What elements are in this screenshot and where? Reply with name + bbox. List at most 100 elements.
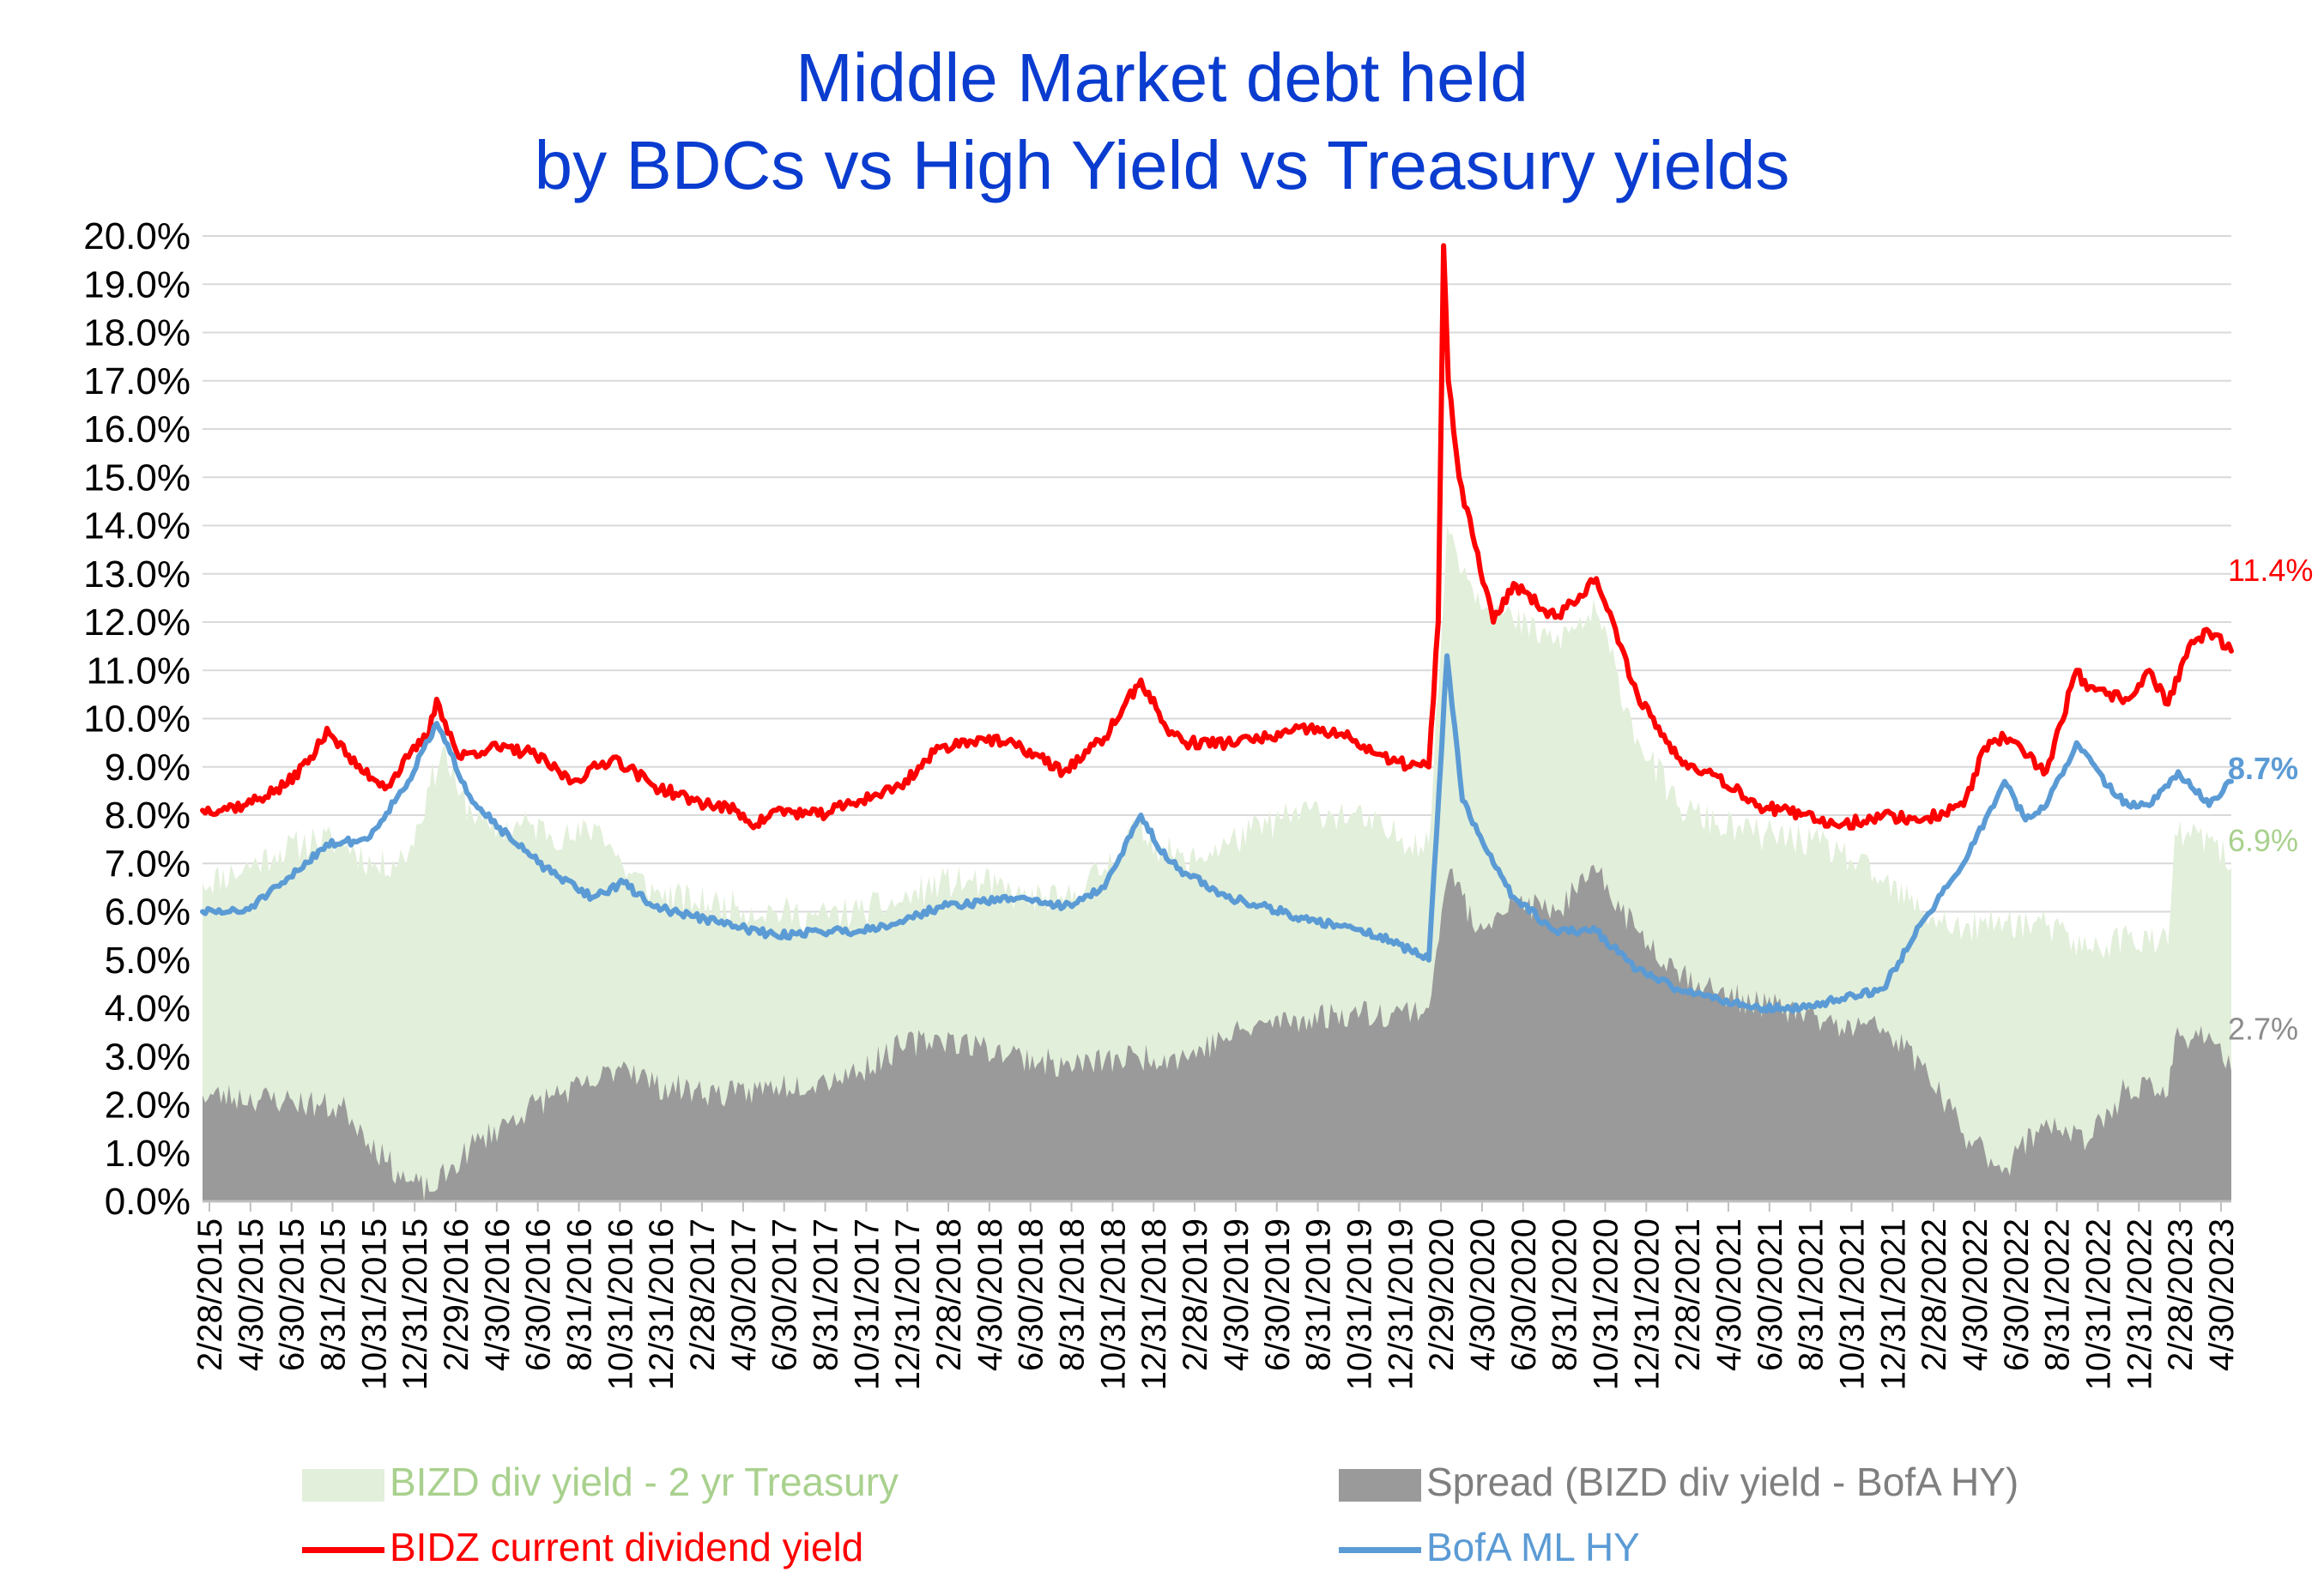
x-tick-label: 8/31/2022 (2039, 1218, 2077, 1371)
x-tick-label: 6/30/2022 (1998, 1218, 2036, 1371)
series-red-line (200, 243, 2234, 831)
axes (203, 1200, 2231, 1212)
x-tick-label: 2/28/2019 (1177, 1218, 1214, 1371)
x-tick-label: 8/31/2018 (1054, 1218, 1092, 1371)
chart-title: Middle Market debt held by BDCs vs High … (0, 34, 2324, 209)
x-tick-label: 4/30/2015 (233, 1218, 270, 1371)
legend-green-swatch (302, 1468, 384, 1502)
x-tick-label: 6/30/2015 (274, 1218, 312, 1371)
x-tick-label: 6/30/2020 (1505, 1218, 1543, 1371)
end-label-gray: 2.7% (2228, 1012, 2298, 1047)
x-tick-label: 6/30/2016 (520, 1218, 558, 1371)
x-tick-label: 2/29/2016 (438, 1218, 475, 1371)
x-tick-label: 2/29/2020 (1423, 1218, 1461, 1371)
y-tick-label: 10.0% (83, 698, 191, 741)
x-tick-label: 4/30/2017 (725, 1218, 763, 1371)
y-tick-label: 8.0% (105, 795, 191, 837)
x-tick-label: 12/31/2021 (1874, 1218, 1912, 1390)
y-tick-label: 2.0% (105, 1085, 191, 1127)
y-tick-label: 14.0% (83, 505, 191, 547)
y-tick-label: 17.0% (83, 360, 191, 402)
legend-gray-swatch (1339, 1468, 1421, 1502)
y-tick-label: 11.0% (87, 650, 191, 692)
x-tick-label: 2/28/2015 (191, 1218, 229, 1371)
y-tick-label: 13.0% (83, 553, 191, 595)
end-label-red: 11.4% (2228, 553, 2313, 588)
y-tick-label: 3.0% (105, 1036, 191, 1078)
legend-blue-line: BofA ML HY (1339, 1524, 1640, 1570)
x-tick-label: 4/30/2019 (1218, 1218, 1256, 1371)
x-tick-label: 6/30/2019 (1259, 1218, 1297, 1371)
x-tick-label: 12/31/2016 (643, 1218, 681, 1390)
x-tick-label: 10/31/2021 (1834, 1218, 1872, 1390)
x-tick-label: 12/31/2018 (1135, 1218, 1173, 1390)
x-tick-label: 2/28/2017 (684, 1218, 722, 1371)
y-tick-label: 9.0% (105, 747, 191, 789)
legend-red-label: BIDZ current dividend yield (390, 1525, 864, 1569)
line-series (200, 243, 2234, 1014)
x-tick-label: 8/31/2021 (1793, 1218, 1831, 1371)
x-tick-label: 10/31/2018 (1094, 1218, 1132, 1390)
x-tick-label: 8/31/2020 (1546, 1218, 1584, 1371)
y-tick-label: 0.0% (105, 1181, 191, 1223)
series-blue-line (200, 653, 2234, 1014)
y-tick-label: 1.0% (105, 1133, 191, 1175)
x-tick-label: 10/31/2017 (848, 1218, 886, 1390)
x-tick-label: 6/30/2021 (1752, 1218, 1789, 1371)
series-gray-area (203, 864, 2231, 1201)
x-tick-label: 12/31/2017 (889, 1218, 927, 1390)
x-tick-label: 4/30/2016 (479, 1218, 517, 1371)
x-tick-label: 2/28/2023 (2162, 1218, 2200, 1371)
y-tick-labels: 0.0% 1.0% 2.0% 3.0% 4.0% 5.0% 6.0% 7.0% 8.0% 9.0%… (83, 215, 191, 1223)
y-tick-label: 18.0% (83, 312, 191, 354)
x-tick-label: 10/31/2019 (1341, 1218, 1378, 1390)
chart-title-line-1: Middle Market debt held (796, 39, 1528, 116)
y-tick-label: 5.0% (105, 940, 191, 982)
x-tick-label: 4/30/2018 (971, 1218, 1009, 1371)
y-tick-label: 19.0% (83, 263, 191, 305)
x-tick-label: 10/31/2022 (2080, 1218, 2118, 1390)
y-tick-label: 7.0% (105, 843, 191, 885)
legend-blue-swatch (1339, 1547, 1421, 1554)
y-tick-label: 4.0% (105, 988, 191, 1030)
y-tick-label: 16.0% (83, 408, 191, 450)
y-tick-label: 12.0% (83, 602, 191, 644)
y-tick-label: 20.0% (83, 215, 191, 257)
x-tick-label: 4/30/2021 (1710, 1218, 1748, 1371)
x-tick-label: 4/30/2022 (1957, 1218, 1994, 1371)
legend-green-area: BIZD div yield - 2 yr Treasury (302, 1459, 899, 1505)
end-label-blue: 8.7% (2228, 751, 2298, 786)
x-tick-label: 2/28/2022 (1915, 1218, 1953, 1371)
x-tick-label: 8/31/2016 (561, 1218, 599, 1371)
x-tick-label: 6/30/2018 (1013, 1218, 1050, 1371)
x-tick-label: 12/31/2020 (1628, 1218, 1666, 1390)
y-tick-label: 15.0% (83, 456, 191, 499)
x-tick-label: 2/28/2021 (1669, 1218, 1707, 1371)
x-tick-label: 12/31/2022 (2121, 1218, 2158, 1390)
x-tick-label: 8/31/2015 (315, 1218, 353, 1371)
end-label-green: 6.9% (2228, 823, 2298, 858)
x-tick-label: 4/30/2020 (1464, 1218, 1502, 1371)
chart-title-line-2: by BDCs vs High Yield vs Treasury yields (534, 127, 1790, 203)
x-tick-label: 8/31/2019 (1300, 1218, 1338, 1371)
end-labels: 11.4% 8.7% 6.9% 2.7% (2228, 553, 2313, 1046)
legend-red-line: BIDZ current dividend yield (302, 1524, 863, 1570)
x-tick-labels: 2/28/2015 4/30/2015 6/30/2015 8/31/2015 10/3… (191, 1218, 2241, 1390)
x-tick-label: 12/31/2019 (1382, 1218, 1419, 1390)
x-tick-label: 10/31/2020 (1587, 1218, 1625, 1390)
x-tick-label: 10/31/2015 (355, 1218, 393, 1390)
legend-red-swatch (302, 1547, 384, 1554)
legend-gray-label: Spread (BIZD div yield - BofA HY) (1426, 1460, 2019, 1504)
x-tick-label: 12/31/2015 (396, 1218, 434, 1390)
area-series (203, 525, 2231, 1201)
x-tick-label: 6/30/2017 (766, 1218, 804, 1371)
x-tick-label: 8/31/2017 (808, 1218, 845, 1371)
x-tick-label: 4/30/2023 (2203, 1218, 2241, 1371)
x-tick-label: 2/28/2018 (930, 1218, 968, 1371)
legend-green-label: BIZD div yield - 2 yr Treasury (390, 1460, 899, 1504)
x-tick-label: 10/31/2016 (602, 1218, 639, 1390)
legend-blue-label: BofA ML HY (1426, 1525, 1640, 1569)
y-tick-label: 6.0% (105, 892, 191, 934)
legend-gray-area: Spread (BIZD div yield - BofA HY) (1339, 1459, 2018, 1505)
